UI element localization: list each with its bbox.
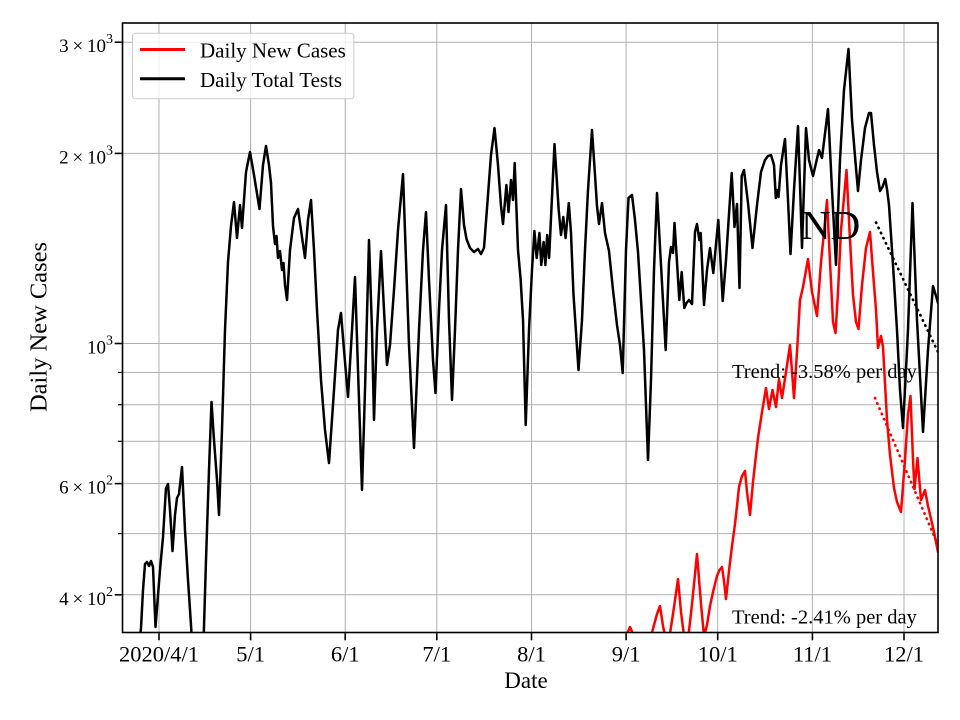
svg-text:Trend: -3.58% per day: Trend: -3.58% per day: [732, 361, 918, 383]
svg-text:2020/4/1: 2020/4/1: [119, 642, 199, 667]
svg-text:Daily New Cases: Daily New Cases: [26, 242, 53, 412]
svg-text:Trend: -2.41% per day: Trend: -2.41% per day: [732, 607, 918, 629]
svg-text:11/1: 11/1: [793, 642, 832, 667]
svg-text:ND: ND: [801, 202, 860, 248]
svg-text:2 × 103: 2 × 103: [59, 143, 113, 168]
svg-text:12/1: 12/1: [884, 642, 924, 667]
svg-text:4 × 102: 4 × 102: [59, 585, 113, 610]
svg-text:6/1: 6/1: [331, 642, 360, 667]
svg-text:6 × 102: 6 × 102: [59, 474, 113, 499]
svg-text:9/1: 9/1: [612, 642, 641, 667]
svg-text:8/1: 8/1: [517, 642, 546, 667]
svg-text:10/1: 10/1: [698, 642, 738, 667]
svg-text:Date: Date: [504, 668, 547, 693]
svg-text:Daily New Cases: Daily New Cases: [200, 39, 346, 63]
svg-text:3 × 103: 3 × 103: [59, 32, 113, 57]
svg-text:7/1: 7/1: [422, 642, 451, 667]
svg-text:Daily Total Tests: Daily Total Tests: [200, 68, 342, 92]
svg-text:5/1: 5/1: [236, 642, 265, 667]
